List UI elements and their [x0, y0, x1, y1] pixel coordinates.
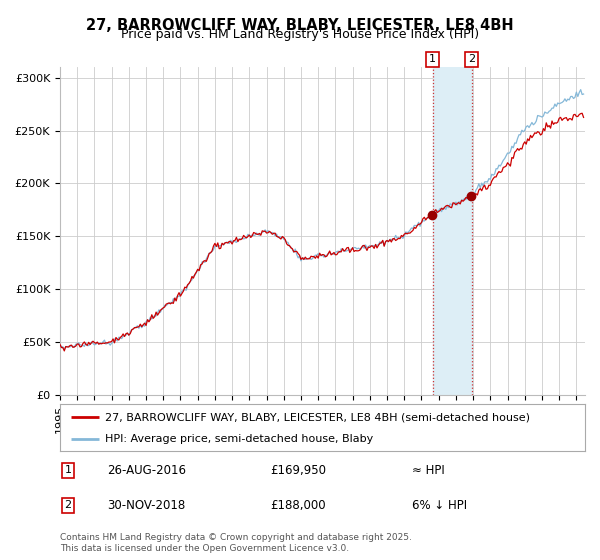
Bar — [433, 67, 472, 395]
Text: 27, BARROWCLIFF WAY, BLABY, LEICESTER, LE8 4BH: 27, BARROWCLIFF WAY, BLABY, LEICESTER, L… — [86, 18, 514, 33]
Text: 2: 2 — [64, 501, 71, 510]
Text: ≈ HPI: ≈ HPI — [412, 464, 445, 477]
Text: £188,000: £188,000 — [270, 499, 326, 512]
Text: 6% ↓ HPI: 6% ↓ HPI — [412, 499, 467, 512]
Text: 27, BARROWCLIFF WAY, BLABY, LEICESTER, LE8 4BH (semi-detached house): 27, BARROWCLIFF WAY, BLABY, LEICESTER, L… — [104, 412, 530, 422]
Text: £169,950: £169,950 — [270, 464, 326, 477]
Text: HPI: Average price, semi-detached house, Blaby: HPI: Average price, semi-detached house,… — [104, 434, 373, 444]
Text: 1: 1 — [429, 54, 436, 64]
Text: Contains HM Land Registry data © Crown copyright and database right 2025.
This d: Contains HM Land Registry data © Crown c… — [60, 533, 412, 553]
Text: 1: 1 — [64, 465, 71, 475]
Text: 26-AUG-2016: 26-AUG-2016 — [107, 464, 186, 477]
Text: 2: 2 — [468, 54, 475, 64]
Text: 30-NOV-2018: 30-NOV-2018 — [107, 499, 185, 512]
Text: Price paid vs. HM Land Registry's House Price Index (HPI): Price paid vs. HM Land Registry's House … — [121, 28, 479, 41]
